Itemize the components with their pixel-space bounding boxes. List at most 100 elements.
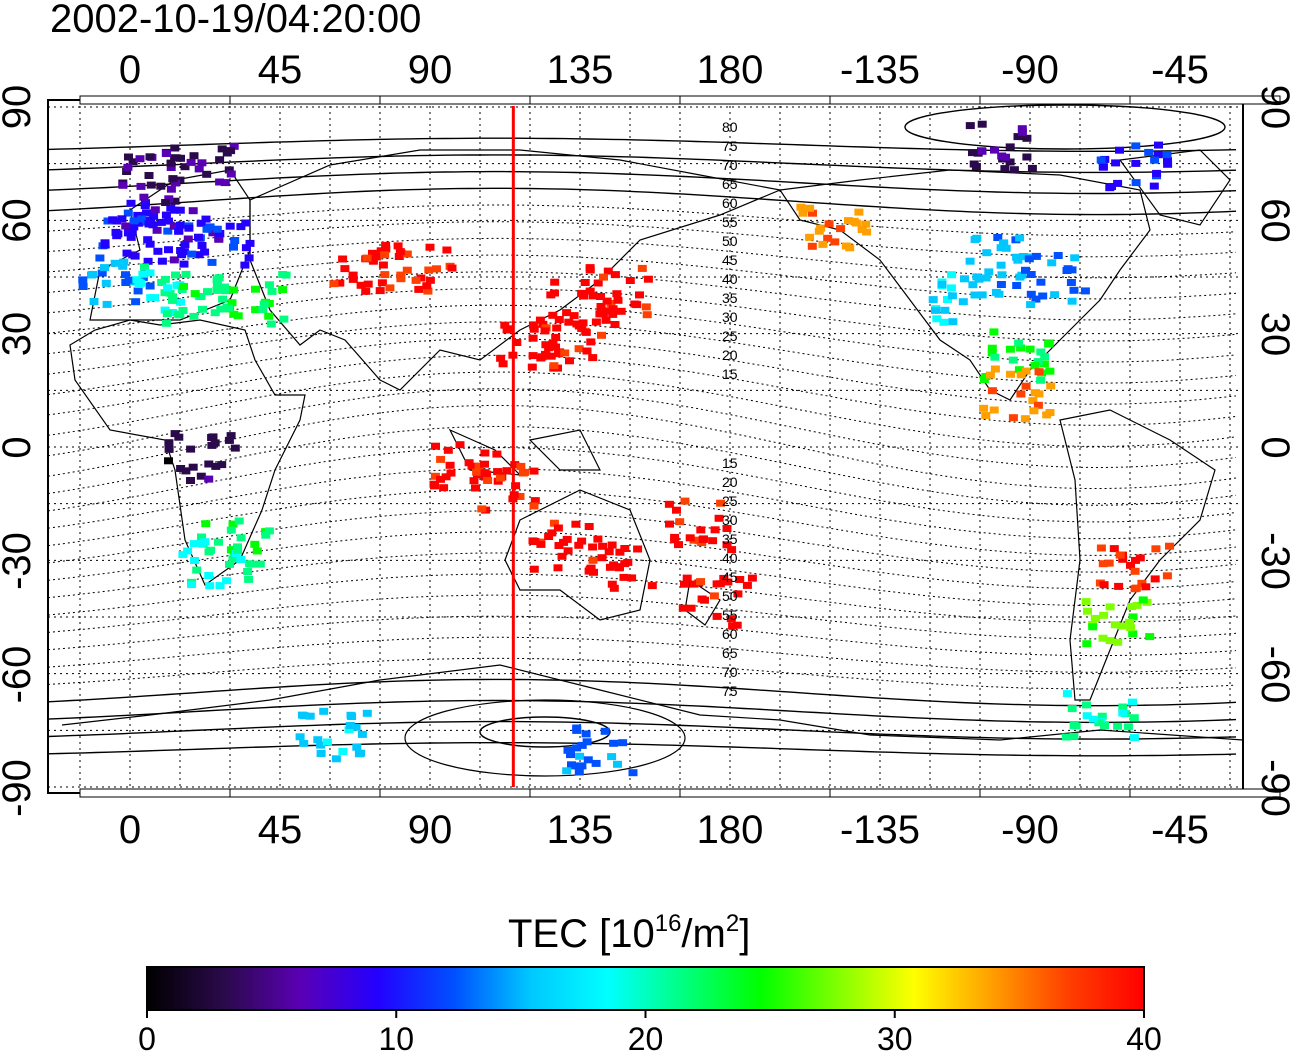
tec-cell: [220, 287, 230, 295]
magnetic-contour: [48, 254, 1237, 300]
contour-label: 65: [722, 176, 738, 192]
x-tick-label-bottom: 90: [408, 808, 453, 852]
tec-cell: [228, 555, 238, 563]
tec-cell: [197, 242, 207, 249]
tec-cell: [164, 445, 174, 453]
tec-cell: [215, 156, 225, 164]
tec-cell: [603, 267, 613, 275]
x-tick-label-bottom: 0: [119, 808, 141, 852]
tec-cell: [1036, 348, 1046, 356]
tec-cell: [1126, 561, 1135, 569]
coastline: [1118, 149, 1231, 226]
tec-cell: [161, 319, 171, 327]
tec-cell: [245, 239, 255, 247]
tec-cell: [469, 477, 479, 485]
tec-cell: [1009, 166, 1019, 174]
tec-cell: [194, 233, 203, 241]
colorbar-gradient: [146, 966, 1145, 1011]
tec-cell: [331, 755, 341, 763]
colorbar-tick-label: 40: [1126, 1021, 1162, 1057]
tec-cell: [228, 520, 238, 528]
magnetic-contour: [48, 678, 1237, 707]
tec-cell: [165, 289, 175, 297]
magnetic-contour: [48, 531, 1237, 590]
tec-cell: [977, 291, 987, 299]
tec-cell: [234, 517, 244, 525]
tec-cell: [1031, 295, 1041, 303]
tec-cell: [220, 179, 230, 187]
tec-cell: [446, 469, 456, 477]
tec-cell: [356, 281, 366, 289]
tec-cell: [602, 297, 612, 305]
tec-cell: [689, 580, 699, 588]
tec-cell: [1026, 301, 1036, 309]
tec-cell: [1039, 360, 1049, 368]
tec-cell: [89, 298, 99, 305]
tec-cell: [148, 221, 158, 229]
tec-cell: [299, 739, 309, 747]
tec-cell: [230, 444, 240, 452]
magnetic-contour: [48, 426, 1237, 506]
tec-cell: [126, 233, 136, 241]
tec-cell: [210, 439, 220, 447]
tec-cell: [128, 158, 138, 166]
tec-cell: [551, 343, 560, 351]
tec-cell: [982, 249, 992, 257]
tec-cell: [436, 455, 446, 463]
tec-cell: [712, 580, 722, 588]
tec-cell: [805, 233, 815, 241]
tec-cell: [1069, 286, 1079, 294]
colorbar-ticks: 0 10 20 30 40: [138, 1010, 1162, 1057]
tec-cell: [179, 260, 189, 268]
tec-cell: [297, 711, 307, 719]
tec-cell: [362, 254, 372, 262]
tec-cell: [241, 219, 251, 227]
tec-cell: [163, 227, 173, 235]
tec-cell: [211, 462, 221, 470]
tec-cell: [823, 234, 833, 242]
tec-cell: [612, 290, 622, 298]
tec-cell: [1135, 554, 1145, 562]
tec-cell: [1017, 125, 1027, 133]
magnetic-contour: [48, 489, 1237, 556]
x-tick-label-bottom: 135: [547, 808, 614, 852]
tec-cell: [608, 305, 618, 313]
magnetic-contour: [48, 552, 1237, 607]
y-tick-label-right: -90: [1253, 759, 1292, 817]
tec-cell: [223, 304, 233, 312]
tec-cell: [1014, 366, 1024, 374]
tec-cell: [1001, 244, 1011, 252]
tec-cell: [210, 309, 220, 317]
tec-cell: [577, 741, 587, 749]
tec-cell: [1005, 158, 1015, 166]
magnetic-contour: [48, 405, 1237, 489]
tec-cell: [549, 519, 559, 527]
tec-cell: [1125, 618, 1135, 626]
tec-cell: [1082, 712, 1092, 720]
tec-cell: [480, 449, 490, 457]
tec-cell: [747, 574, 757, 582]
tec-cell: [1014, 339, 1024, 347]
contour-label: 75: [722, 138, 738, 154]
contour-label: 60: [722, 626, 738, 642]
tec-cell: [142, 209, 151, 217]
tec-cell: [529, 325, 539, 333]
tec-cell: [579, 292, 589, 300]
tec-cell: [351, 723, 361, 731]
tec-cell: [170, 144, 180, 152]
tec-cell: [279, 315, 289, 323]
tec-cell: [572, 744, 582, 752]
contour-label: 20: [722, 474, 738, 490]
tec-cell: [241, 244, 251, 252]
tec-cell: [178, 551, 188, 559]
tec-cell: [338, 748, 348, 755]
tec-cell: [972, 234, 982, 242]
tec-cell: [229, 286, 239, 294]
tec-cell: [423, 287, 433, 295]
tec-cell: [1025, 345, 1035, 353]
tec-cell: [520, 468, 530, 476]
tec-cell: [987, 349, 997, 357]
tec-cell: [122, 168, 132, 175]
tec-cell: [78, 276, 88, 284]
tec-cell: [511, 482, 521, 490]
